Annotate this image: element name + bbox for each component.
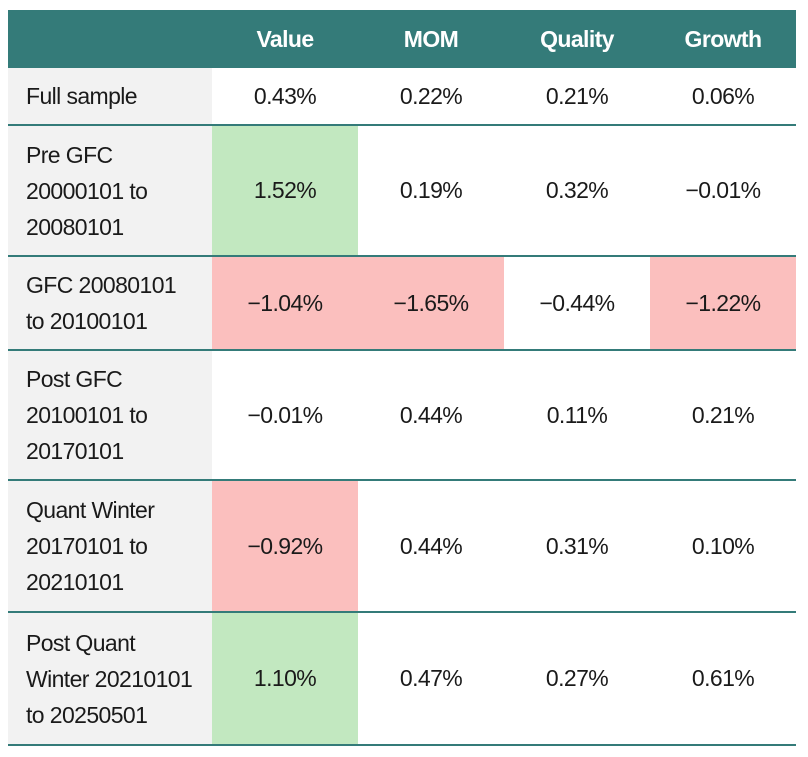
row-label-line: Pre GFC xyxy=(26,141,113,168)
table-cell: 0.21% xyxy=(650,350,796,481)
header-row: Value MOM Quality Growth xyxy=(8,10,796,68)
row-label: Full sample xyxy=(8,68,212,126)
header-corner xyxy=(8,10,212,68)
table-cell: 1.10% xyxy=(212,612,358,746)
row-label-line: to 20100101 xyxy=(26,308,148,334)
table-row: Pre GFC 20000101 to 20080101 1.52% 0.19% 0.32… xyxy=(8,125,796,257)
table-cell: −0.44% xyxy=(504,256,650,351)
table-cell: 0.31% xyxy=(504,480,650,613)
table-cell: 0.61% xyxy=(650,612,796,746)
column-header: Quality xyxy=(540,25,614,52)
table-cell: 0.10% xyxy=(650,480,796,613)
table-cell: 1.52% xyxy=(212,125,358,257)
table-cell: 0.32% xyxy=(504,125,650,257)
table-cell: 0.19% xyxy=(358,125,504,257)
table-row: Quant Winter 20170101 to 20210101 −0.92% 0.4… xyxy=(8,480,796,613)
row-label-line: Quant Winter xyxy=(26,497,155,523)
table-row: Post GFC 20100101 to 20170101 −0.01% 0.44% 0.… xyxy=(8,350,796,481)
table-cell: 0.21% xyxy=(504,68,650,126)
row-label: Post Quant Winter 20210101 to 20250501 xyxy=(8,612,212,746)
row-label-line: 20000101 to xyxy=(26,177,148,204)
row-label-line: 20170101 xyxy=(26,438,124,464)
table-cell: 0.27% xyxy=(504,612,650,746)
row-label-line: Winter 20210101 xyxy=(26,665,193,692)
table-row: GFC 20080101 to 20100101 −1.04% −1.65% −0.44… xyxy=(8,256,796,351)
table-cell: −0.92% xyxy=(212,480,358,613)
table-cell: 0.11% xyxy=(504,350,650,481)
column-header: Growth xyxy=(684,25,762,52)
table-cell: 0.22% xyxy=(358,68,504,126)
table-cell: −1.22% xyxy=(650,256,796,351)
row-label-line: 20100101 to xyxy=(26,402,148,428)
row-label-line: Full sample xyxy=(26,83,138,109)
row-label-line: Post GFC xyxy=(26,366,123,392)
table-cell: 0.47% xyxy=(358,612,504,746)
table-cell: 0.06% xyxy=(650,68,796,126)
row-label-line: Post Quant xyxy=(26,629,136,656)
table-cell: −0.01% xyxy=(212,350,358,481)
row-label-line: to 20250501 xyxy=(26,701,148,728)
column-header: MOM xyxy=(403,25,459,52)
table-row: Post Quant Winter 20210101 to 20250501 1.10… xyxy=(8,612,796,746)
row-label-line: 20080101 xyxy=(26,213,124,240)
table-cell: −0.01% xyxy=(650,125,796,257)
table-cell: −1.04% xyxy=(212,256,358,351)
row-label-line: GFC 20080101 xyxy=(26,272,177,298)
row-label: Quant Winter 20170101 to 20210101 xyxy=(8,480,212,613)
column-header: Value xyxy=(256,25,314,52)
row-label: Post GFC 20100101 to 20170101 xyxy=(8,350,212,481)
table-cell: 0.43% xyxy=(212,68,358,126)
table-cell: −1.65% xyxy=(358,256,504,351)
row-label-line: 20170101 to xyxy=(26,533,148,559)
table-cell: 0.44% xyxy=(358,480,504,613)
table-body: Full sample 0.43% 0.22% 0.21% 0.06% Pre GFC 20… xyxy=(8,68,796,746)
table-row: Full sample 0.43% 0.22% 0.21% 0.06% xyxy=(8,68,796,126)
row-label: Pre GFC 20000101 to 20080101 xyxy=(8,125,212,257)
table-container: Value MOM Quality Growth Full sample 0.43% 0.… xyxy=(8,10,796,746)
row-label-line: 20210101 xyxy=(26,569,124,595)
row-label: GFC 20080101 to 20100101 xyxy=(8,256,212,351)
table-cell: 0.44% xyxy=(358,350,504,481)
results-table: Value MOM Quality Growth Full sample 0.43% 0.… xyxy=(8,10,796,746)
